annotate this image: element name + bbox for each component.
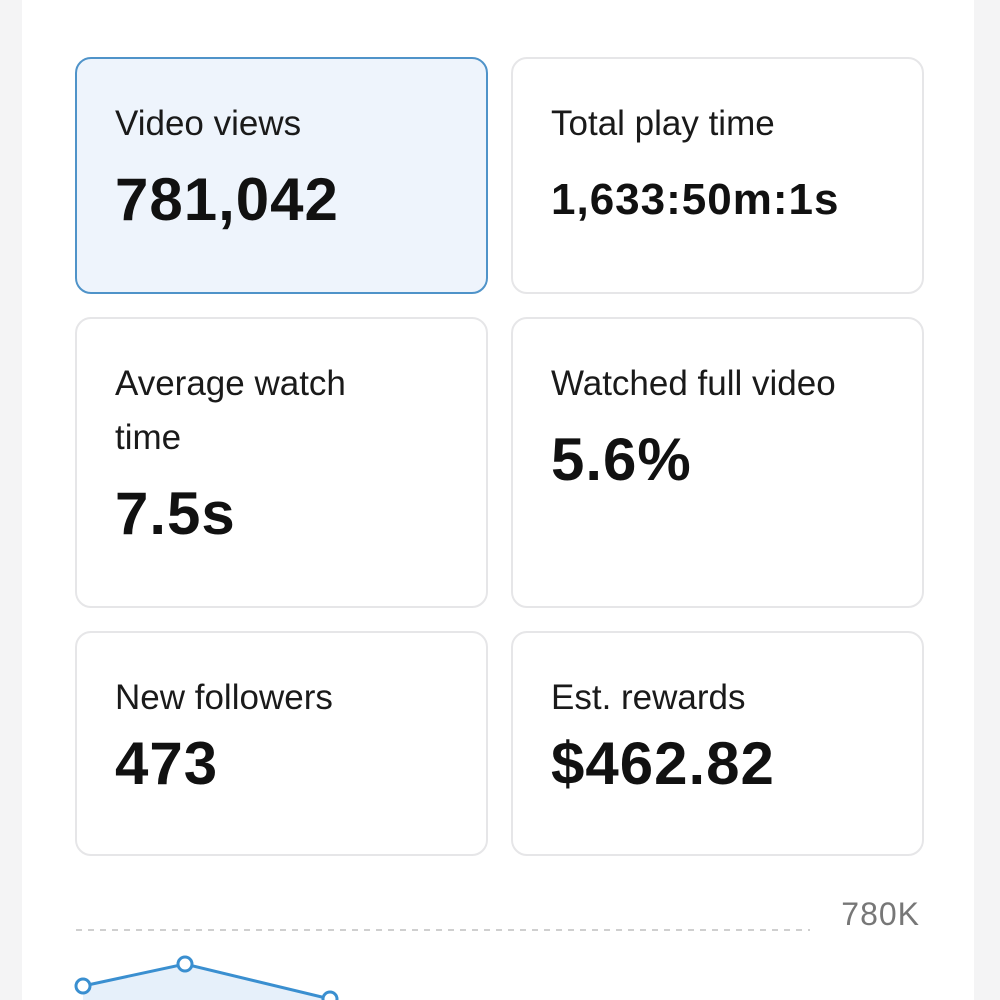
point	[176, 955, 194, 973]
metric-card[interactable]: Watched full video 5.6%	[511, 317, 924, 608]
metric-label: Watched full video	[551, 364, 836, 403]
metric-value: 781,042	[115, 166, 339, 233]
metric-card[interactable]: Total play time 1,633:50m:1s	[511, 57, 924, 294]
metric-card[interactable]: Est. rewards $462.82	[511, 631, 924, 856]
metric-label: New followers	[115, 678, 333, 717]
metric-value: 1,633:50m:1s	[551, 175, 840, 224]
point	[321, 990, 339, 1000]
metric-card[interactable]: New followers 473	[75, 631, 488, 856]
metric-value: 5.6%	[551, 426, 692, 493]
metric-label: Video views	[115, 104, 302, 143]
point	[74, 977, 92, 995]
metric-label: Total play time	[551, 104, 775, 143]
metric-value: 7.5s	[115, 480, 236, 547]
metric-label: Average watch time	[115, 364, 346, 457]
tick-label: 780K	[841, 896, 920, 932]
metric-value: $462.82	[551, 730, 775, 797]
metric-value: 473	[115, 730, 219, 797]
metric-card[interactable]: Average watch time 7.5s	[75, 317, 488, 608]
metric-card[interactable]: Video views 781,042	[75, 57, 488, 294]
metric-label: Est. rewards	[551, 678, 746, 717]
